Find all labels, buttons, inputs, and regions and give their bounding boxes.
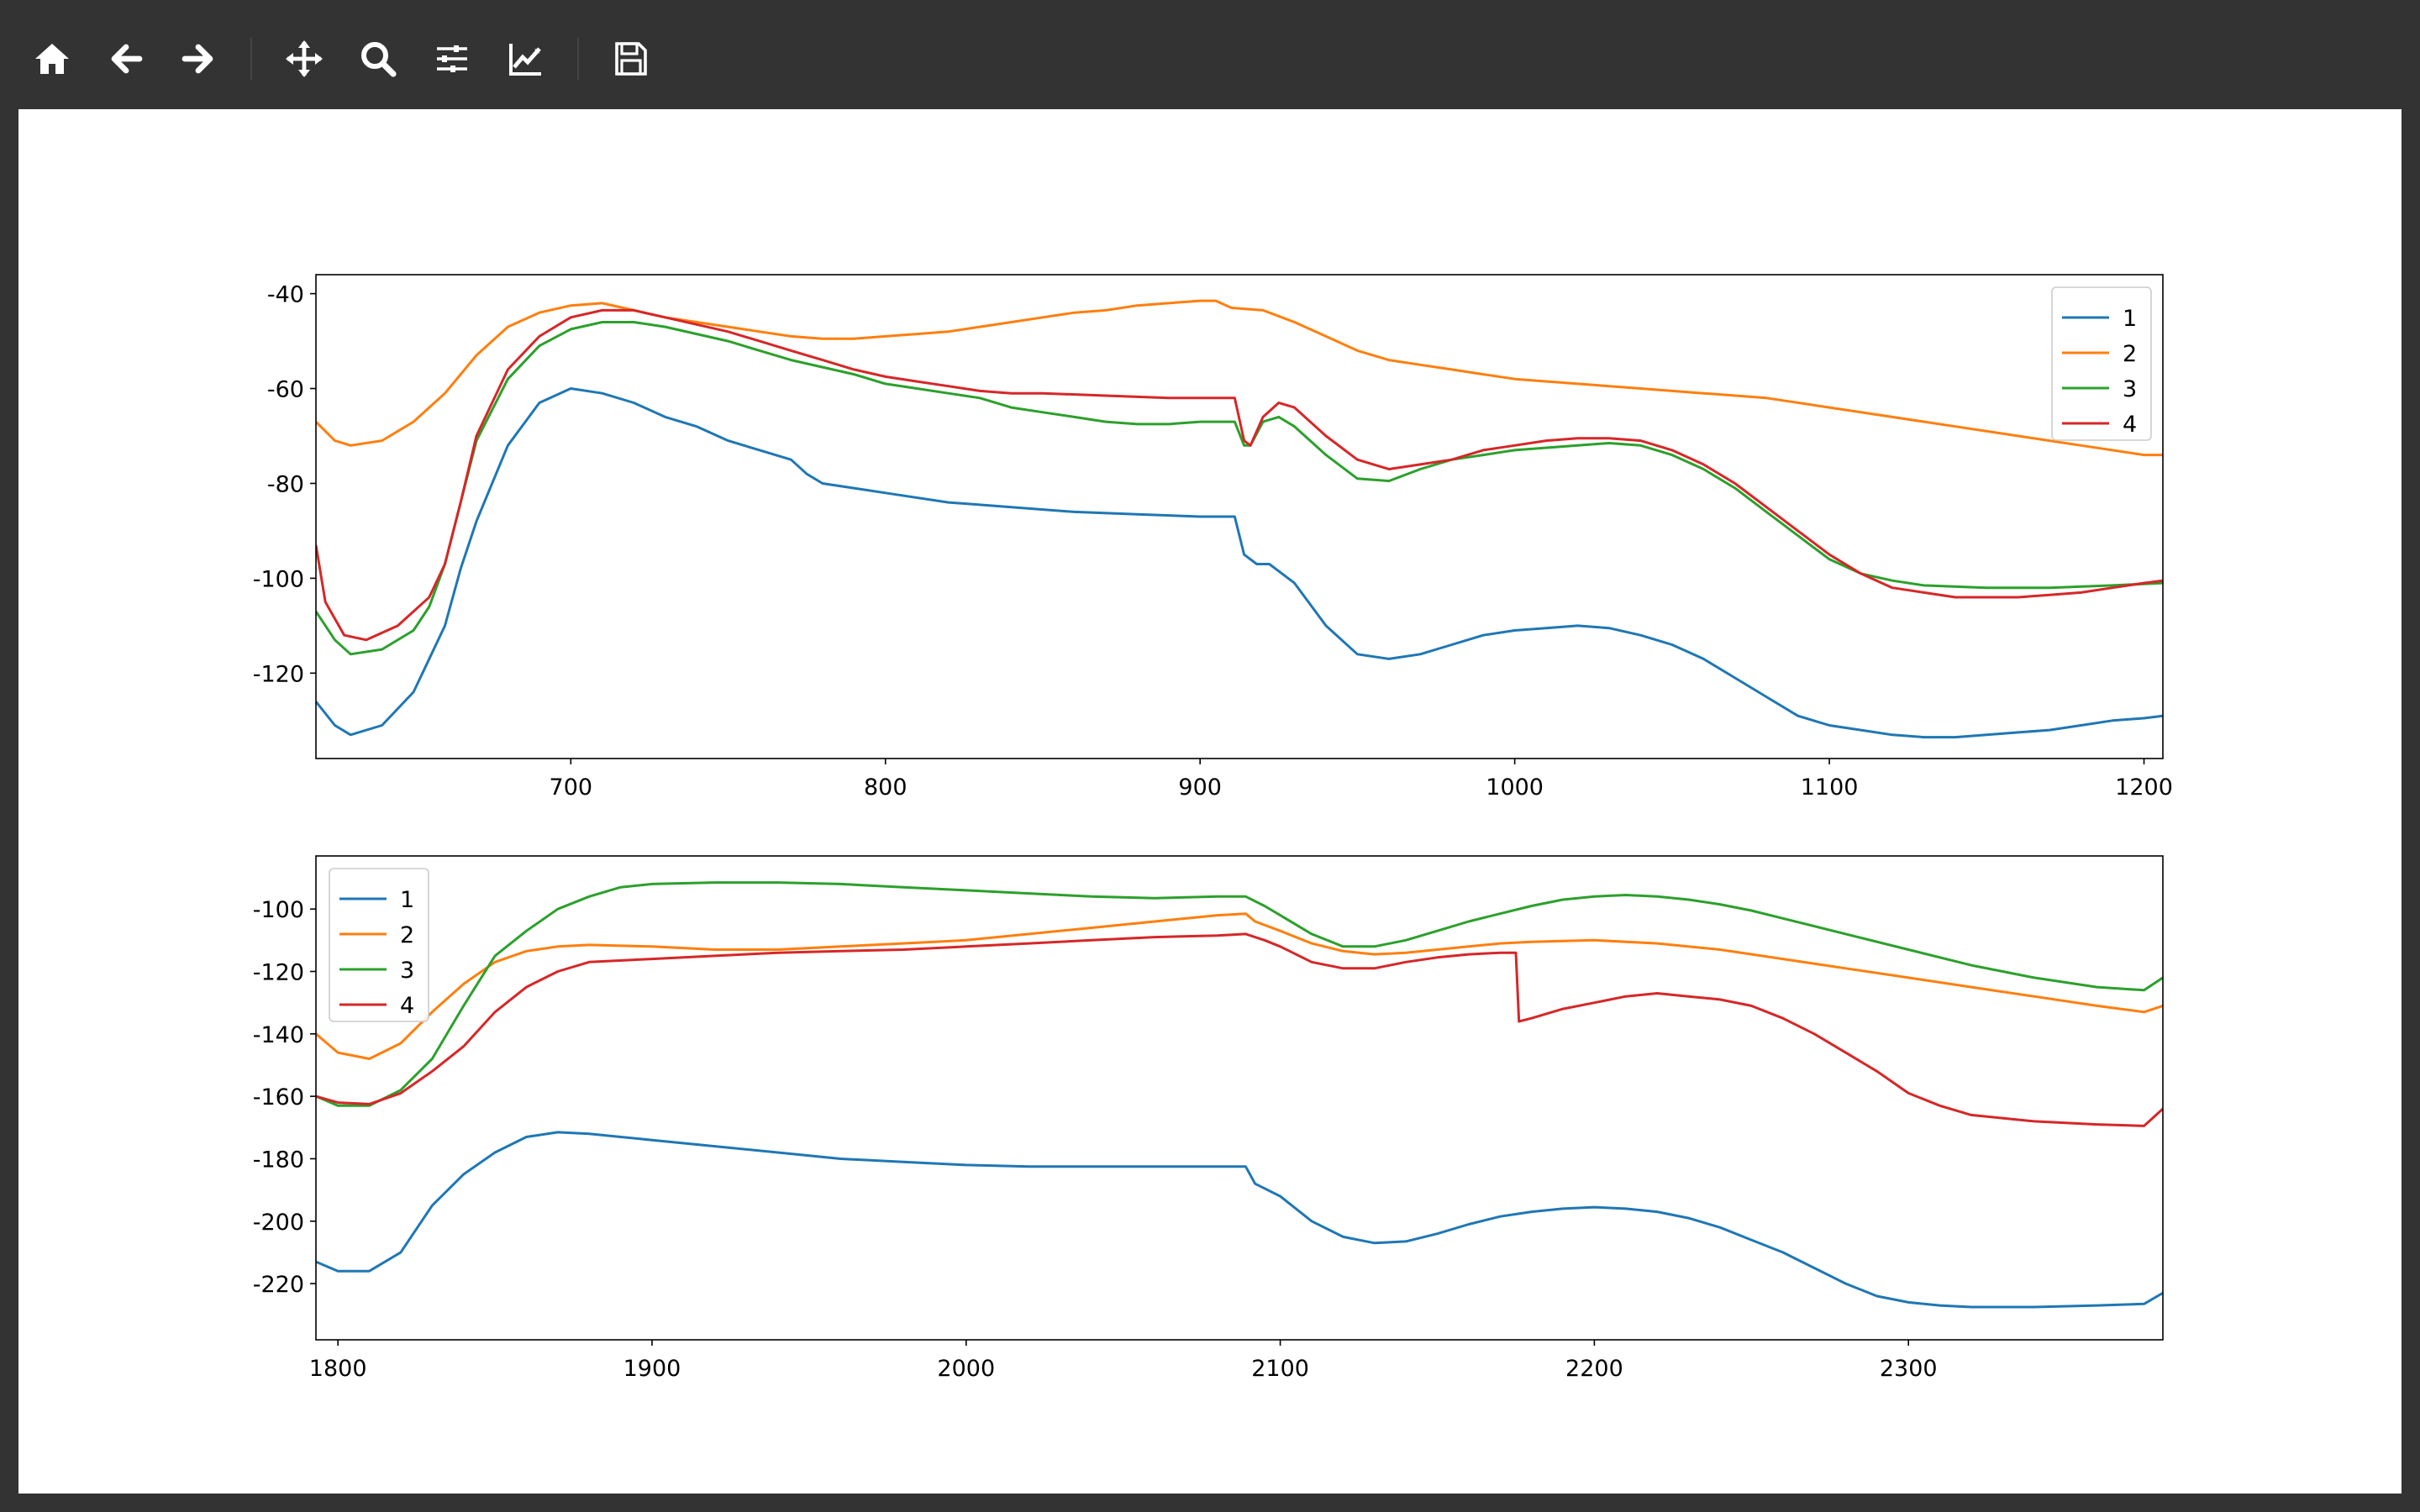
y-tick-label: -80 bbox=[267, 471, 304, 497]
plot-area bbox=[316, 299, 2163, 739]
y-tick-label: -160 bbox=[253, 1084, 304, 1110]
top-subplot: 700 800 900 1000 1100 1200 -40 -60 -80 -100 -120 1 2… bbox=[253, 274, 2173, 801]
x-tick-label: 2000 bbox=[937, 1356, 995, 1382]
x-tick-label: 1000 bbox=[1486, 774, 1544, 801]
legend-label-1: 1 bbox=[2123, 306, 2137, 332]
forward-arrow-icon[interactable] bbox=[169, 29, 228, 88]
axes-frame bbox=[315, 274, 2164, 759]
legend-label-4: 4 bbox=[2123, 412, 2137, 438]
x-tick-label: 900 bbox=[1178, 774, 1222, 801]
save-floppy-icon[interactable] bbox=[601, 29, 660, 88]
series-line-3 bbox=[316, 881, 2163, 1107]
legend-box bbox=[329, 868, 429, 1022]
figure-canvas[interactable]: 700 800 900 1000 1100 1200 -40 -60 -80 -100 -120 1 2… bbox=[18, 109, 2402, 1494]
series-line-2 bbox=[316, 912, 2163, 1060]
series-line-4 bbox=[316, 932, 2163, 1127]
x-tick-label: 1100 bbox=[1801, 774, 1859, 801]
x-tick-label: 2100 bbox=[1251, 1356, 1309, 1382]
y-tick-label: -180 bbox=[253, 1147, 304, 1173]
y-tick-label: -60 bbox=[267, 377, 304, 403]
series-line-3 bbox=[316, 321, 2163, 656]
bottom-subplot: 1800 1900 2000 2100 2200 2300 -100 -120 -140 -160… bbox=[253, 855, 2164, 1382]
y-tick-label: -100 bbox=[253, 897, 304, 923]
x-tick-label: 2300 bbox=[1880, 1356, 1938, 1382]
home-icon[interactable] bbox=[23, 29, 82, 88]
series-line-4 bbox=[316, 308, 2163, 642]
configure-subplots-icon[interactable] bbox=[423, 29, 481, 88]
axes-frame bbox=[315, 855, 2164, 1341]
y-tick-label: -100 bbox=[253, 566, 304, 592]
legend-label-3: 3 bbox=[2123, 376, 2137, 402]
pan-move-icon[interactable] bbox=[275, 29, 334, 88]
x-tick-label: 700 bbox=[550, 774, 593, 801]
series-line-1 bbox=[316, 1131, 2163, 1309]
legend-label-4: 4 bbox=[400, 993, 414, 1019]
y-tick-label: -200 bbox=[253, 1210, 304, 1236]
figure: 700 800 900 1000 1100 1200 -40 -60 -80 -100 -120 1 2… bbox=[253, 274, 2173, 1382]
legend: 1 2 3 4 bbox=[329, 868, 429, 1022]
x-tick-label: 2200 bbox=[1565, 1356, 1623, 1382]
toolbar-separator bbox=[250, 38, 252, 80]
x-tick-label: 1200 bbox=[2115, 774, 2173, 801]
back-arrow-icon[interactable] bbox=[97, 29, 155, 88]
x-tick-label: 1900 bbox=[623, 1356, 681, 1382]
legend-label-2: 2 bbox=[2123, 341, 2137, 367]
series-line-2 bbox=[316, 299, 2163, 457]
y-tick-label: -120 bbox=[253, 661, 304, 687]
x-tick-label: 1800 bbox=[309, 1356, 367, 1382]
y-tick-label: -40 bbox=[267, 282, 304, 308]
legend-label-3: 3 bbox=[400, 958, 414, 984]
series-line-1 bbox=[316, 387, 2163, 739]
plot-area bbox=[316, 881, 2163, 1309]
edit-axis-icon[interactable] bbox=[497, 29, 555, 88]
x-tick-label: 800 bbox=[864, 774, 908, 801]
y-tick-label: -140 bbox=[253, 1022, 304, 1048]
zoom-magnifier-icon[interactable] bbox=[349, 29, 408, 88]
legend-box bbox=[2051, 286, 2152, 441]
navigation-toolbar bbox=[0, 0, 2420, 109]
y-tick-label: -220 bbox=[253, 1272, 304, 1298]
legend-label-1: 1 bbox=[400, 887, 414, 913]
legend: 1 2 3 4 bbox=[2051, 286, 2152, 441]
y-tick-label: -120 bbox=[253, 959, 304, 985]
legend-label-2: 2 bbox=[400, 922, 414, 948]
toolbar-separator bbox=[577, 38, 579, 80]
